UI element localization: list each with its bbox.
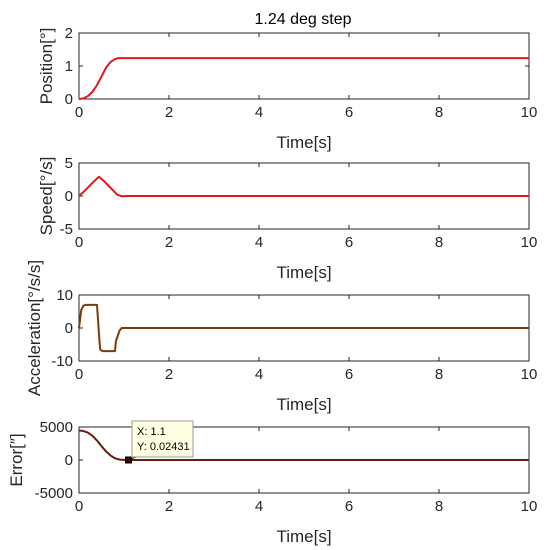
x-tick-label: 6: [345, 104, 353, 121]
x-tick-label: 10: [521, 104, 538, 121]
y-tick-label: -5000: [35, 485, 73, 502]
y-tick-label: -5: [60, 221, 73, 238]
chart-title: 1.24 deg step: [255, 11, 352, 28]
y-tick-label: -10: [51, 353, 73, 370]
y-axis-label: Speed[°/s]: [37, 157, 56, 236]
y-tick-label: 0: [65, 320, 73, 337]
y-tick-label: 10: [56, 287, 73, 304]
x-tick-label: 10: [521, 498, 538, 515]
subplot-1: 0 2 4 6 8 10 0 1 2 Time[s] Position[°]: [37, 25, 537, 152]
datatip-y-text: Y: 0.02431: [137, 441, 190, 453]
y-axis-label: Position[°]: [37, 28, 56, 105]
x-tick-label: 0: [75, 366, 83, 383]
x-tick-label: 8: [435, 234, 443, 251]
x-axis-label: Time[s]: [276, 527, 331, 546]
y-tick-label: 5000: [40, 419, 73, 436]
x-tick-label: 8: [435, 104, 443, 121]
y-tick-label: 5: [65, 155, 73, 172]
x-tick-label: 10: [521, 366, 538, 383]
x-tick-label: 6: [345, 498, 353, 515]
y-tick-label: 0: [65, 91, 73, 108]
x-tick-label: 6: [345, 234, 353, 251]
x-tick-label: 4: [255, 104, 263, 121]
y-tick-label: 0: [65, 188, 73, 205]
x-tick-label: 0: [75, 104, 83, 121]
series-line-1: [78, 303, 529, 353]
series-line-1: [78, 57, 529, 100]
x-tick-label: 6: [345, 366, 353, 383]
series-line-1: [78, 175, 529, 198]
y-tick-label: 1: [65, 58, 73, 75]
x-tick-label: 2: [165, 366, 173, 383]
x-axis-label: Time[s]: [276, 133, 331, 152]
x-tick-label: 4: [255, 498, 263, 515]
axes-box: [78, 32, 530, 100]
x-axis-label: Time[s]: [276, 263, 331, 282]
series-line-1: [78, 429, 529, 461]
x-tick-label: 2: [165, 498, 173, 515]
datatip-x-text: X: 1.1: [137, 426, 166, 438]
x-tick-label: 2: [165, 234, 173, 251]
x-tick-label: 0: [75, 498, 83, 515]
y-axis-label: Error[″]: [7, 433, 26, 486]
y-axis-label: Acceleration[°/s/s]: [25, 260, 44, 396]
x-tick-label: 4: [255, 234, 263, 251]
x-tick-label: 2: [165, 104, 173, 121]
x-tick-label: 8: [435, 498, 443, 515]
x-tick-label: 8: [435, 366, 443, 383]
y-tick-label: 2: [65, 25, 73, 42]
y-tick-label: 0: [65, 452, 73, 469]
x-tick-label: 0: [75, 234, 83, 251]
x-tick-label: 10: [521, 234, 538, 251]
datatip-box[interactable]: [131, 420, 194, 458]
x-axis-label: Time[s]: [276, 395, 331, 414]
x-tick-label: 4: [255, 366, 263, 383]
